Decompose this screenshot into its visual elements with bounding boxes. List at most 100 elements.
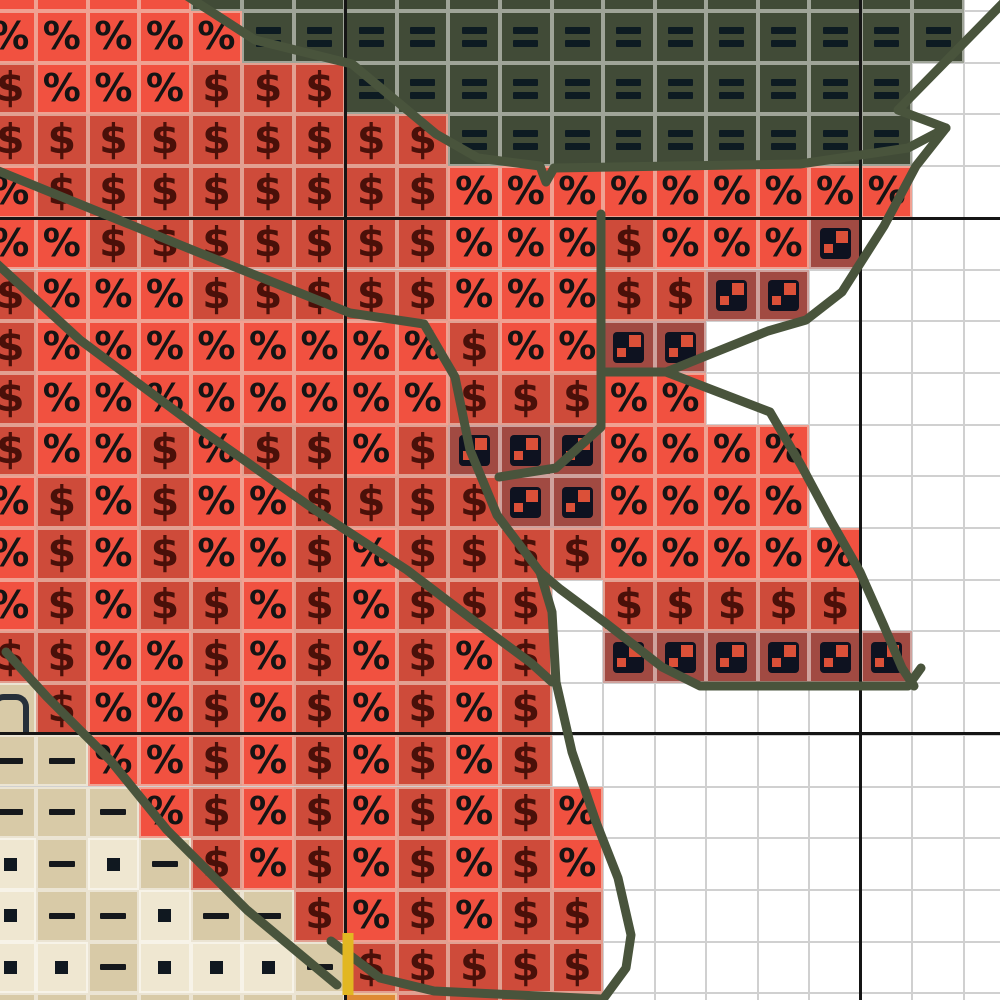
percent-red-stitch: % — [706, 476, 758, 528]
percent-red-stitch: % — [190, 424, 243, 477]
dollar-dark-red-stitch: $ — [293, 269, 346, 322]
stitch-symbol: % — [352, 324, 391, 369]
stitch-symbol: $ — [253, 63, 283, 112]
dollar-dark-red-stitch: $ — [293, 424, 346, 477]
percent-red-stitch: % — [139, 372, 191, 425]
stitch-symbol: $ — [820, 580, 850, 629]
percent-red-stitch: % — [345, 372, 397, 425]
stitch-symbol: % — [352, 634, 391, 679]
arch-tan-stitch — [0, 683, 37, 735]
dollar-dark-red-stitch: $ — [190, 631, 243, 684]
dollar-dark-red-stitch: $ — [654, 579, 707, 632]
dollar-dark-red-stitch: $ — [242, 217, 294, 270]
stitch-symbol: $ — [511, 786, 541, 835]
stitch-symbol: % — [403, 375, 442, 420]
percent-red-stitch: % — [654, 528, 707, 580]
percent-red-stitch: % — [654, 372, 707, 425]
equals-dark-green-stitch — [654, 0, 707, 11]
equals-dark-green-stitch — [809, 11, 861, 63]
percent-red-stitch: % — [36, 424, 88, 477]
percent-red-stitch: % — [242, 786, 294, 839]
percent-red-stitch: % — [0, 528, 37, 580]
stitch-symbol: $ — [150, 528, 180, 577]
stitch-symbol: $ — [408, 941, 437, 990]
dollar-dark-red-stitch: $ — [87, 114, 140, 167]
quilt-square-maroon-stitch — [860, 631, 913, 684]
equals-dark-green-stitch — [809, 0, 861, 11]
stitch-symbol: $ — [150, 218, 180, 267]
stitch-symbol: % — [145, 634, 184, 679]
equals-dark-green-stitch — [912, 11, 964, 63]
dollar-dark-red-stitch: $ — [0, 269, 37, 322]
stitch-symbol: % — [455, 841, 494, 886]
stitch-symbol: % — [42, 272, 81, 317]
stitch-symbol: % — [0, 172, 29, 210]
dash-tan-stitch — [190, 993, 243, 1000]
stitch-symbol — [100, 964, 127, 971]
percent-red-stitch: % — [603, 372, 655, 425]
percent-red-stitch: % — [36, 0, 88, 11]
percent-red-stitch: % — [0, 579, 37, 632]
dash-tan-stitch — [0, 993, 37, 1000]
equals-dark-green-stitch — [860, 0, 913, 11]
stitch-symbol — [616, 26, 642, 47]
dollar-dark-red-stitch: $ — [293, 889, 346, 942]
quilt-square-maroon-stitch — [706, 631, 758, 684]
stitch-symbol — [510, 486, 542, 518]
stitch-symbol: % — [506, 272, 545, 317]
dollar-dark-red-stitch: $ — [500, 889, 552, 942]
percent-red-stitch: % — [87, 11, 140, 63]
dollar-dark-red-stitch: $ — [242, 424, 294, 477]
stitch-symbol — [306, 964, 333, 971]
equals-dark-green-stitch — [809, 62, 861, 115]
stitch-symbol: % — [661, 375, 700, 420]
stitch-symbol — [0, 809, 24, 816]
percent-red-stitch: % — [139, 0, 191, 11]
percent-red-stitch: % — [603, 166, 655, 218]
stitch-symbol: $ — [408, 631, 437, 680]
equals-dark-green-stitch — [757, 0, 810, 11]
stitch-symbol: % — [42, 220, 81, 265]
stitch-symbol: $ — [356, 269, 386, 318]
stitch-symbol: % — [558, 324, 597, 369]
equals-dark-green-stitch — [654, 11, 707, 63]
dollar-dark-red-stitch: $ — [293, 217, 346, 270]
equals-dark-green-stitch — [860, 62, 913, 115]
equals-dark-green-stitch — [500, 62, 552, 115]
stitch-symbol: $ — [511, 373, 541, 422]
minor-gridline-vertical — [962, 0, 965, 1000]
stitch-symbol: $ — [150, 114, 180, 163]
percent-red-stitch: % — [36, 217, 88, 270]
stitch-symbol: % — [816, 530, 855, 575]
stitch-symbol — [871, 641, 903, 673]
stitch-symbol: % — [455, 634, 494, 679]
stitch-symbol — [667, 78, 693, 99]
equals-dark-green-stitch — [706, 62, 758, 115]
equals-dark-green-stitch — [551, 114, 604, 167]
stitch-symbol: % — [455, 737, 494, 782]
square-cream-stitch — [139, 889, 191, 942]
stitch-symbol — [822, 130, 848, 151]
percent-red-stitch: % — [551, 321, 604, 373]
stitch-symbol: $ — [511, 528, 541, 577]
percent-red-stitch: % — [706, 424, 758, 477]
percent-red-stitch: % — [87, 734, 140, 787]
square-cream-stitch — [87, 838, 140, 890]
stitch-symbol — [719, 130, 745, 151]
quilt-square-maroon-stitch — [706, 269, 758, 322]
percent-red-stitch: % — [345, 683, 397, 735]
equals-dark-green-stitch — [706, 0, 758, 11]
percent-red-stitch: % — [757, 166, 810, 218]
stitch-symbol: $ — [0, 63, 25, 112]
stitch-symbol: $ — [408, 580, 437, 629]
equals-dark-green-stitch — [603, 11, 655, 63]
percent-red-stitch: % — [551, 269, 604, 322]
stitch-symbol: $ — [202, 114, 231, 163]
stitch-symbol: % — [145, 272, 184, 317]
dollar-dark-red-stitch: $ — [0, 321, 37, 373]
percent-red-stitch: % — [706, 217, 758, 270]
dollar-dark-red-stitch: $ — [293, 62, 346, 115]
stitch-symbol: % — [609, 375, 648, 420]
stitch-symbol: $ — [511, 838, 541, 887]
stitch-symbol: $ — [305, 218, 334, 267]
